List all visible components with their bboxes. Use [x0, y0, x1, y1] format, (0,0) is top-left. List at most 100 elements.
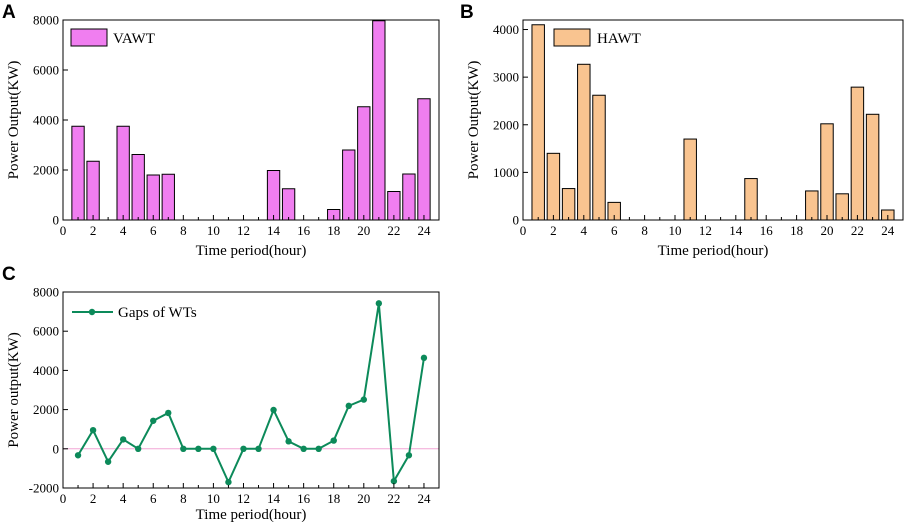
- panel-b: B 0 2 4 6 8 10 12 14 16 18 20 22 2401000200030004000…: [460, 2, 904, 259]
- panel-a-bar-20: [357, 106, 371, 221]
- panel-a-xtick-label-22: 22: [387, 223, 400, 238]
- panel-b-xtick-label-14: 14: [729, 223, 743, 238]
- panel-c-xtick-label-0: 0: [60, 491, 67, 506]
- panel-a-ytick-label-2000: 2000: [33, 163, 59, 178]
- panel-c-ytick-label--2000: -2000: [29, 481, 59, 496]
- panel-c-point-13: [255, 445, 262, 452]
- panel-c-point-18: [330, 437, 337, 444]
- panel-b-xtick-label-0: 0: [520, 223, 527, 238]
- panel-a-xlabel: Time period(hour): [196, 243, 307, 259]
- panel-b-ytick-label-4000: 4000: [493, 22, 519, 37]
- panel-b-xtick-label-24: 24: [881, 223, 895, 238]
- panel-c-xtick-label-16: 16: [297, 491, 311, 506]
- panel-a-bar-24: [417, 98, 431, 221]
- panel-a-legend-label: VAWT: [113, 31, 155, 47]
- panel-c-xtick-label-24: 24: [417, 491, 431, 506]
- panel-b-bar-22: [850, 86, 865, 221]
- panel-a-xtick-label-6: 6: [150, 223, 157, 238]
- panel-a-bar-6: [146, 174, 160, 221]
- panel-c-ylabel: Power output(KW): [6, 332, 22, 447]
- panel-c-legend: Gaps of WTs: [72, 305, 197, 321]
- panel-c-point-2: [89, 426, 97, 434]
- panel-letter-a: A: [2, 2, 16, 23]
- panel-c-xtick-label-12: 12: [237, 491, 250, 506]
- panel-c: C 0 2 4 6 8 10 12 14 16 18 20 22 24-2000020004000600…: [2, 264, 440, 522]
- panel-letter-b: B: [460, 2, 474, 23]
- panel-b-frame: [522, 19, 904, 221]
- panel-a-ytick-label-6000: 6000: [33, 63, 59, 78]
- panel-a-marks: [71, 20, 431, 221]
- panel-b-legend-swatch: [553, 28, 591, 47]
- panel-a-xtick-label-2: 2: [90, 223, 97, 238]
- panel-c-point-12: [240, 445, 247, 452]
- panel-c-ytick-label-4000: 4000: [33, 363, 59, 378]
- panel-c-point-21: [375, 300, 383, 307]
- panel-b-bar-3: [561, 188, 576, 221]
- panel-c-point-3: [104, 458, 112, 465]
- panel-a-xtick-label-0: 0: [60, 223, 67, 238]
- panel-a-ylabel: Power Output(KW): [6, 61, 22, 180]
- panel-a-bar-15: [281, 188, 296, 221]
- panel-b-xtick-label-18: 18: [790, 223, 803, 238]
- panel-c-point-9: [195, 445, 202, 452]
- panel-c-xtick-label-6: 6: [150, 491, 157, 506]
- panel-a-xtick-label-16: 16: [297, 223, 311, 238]
- panel-a-bar-7: [161, 173, 175, 221]
- panel-c-xlabel: Time period(hour): [196, 507, 307, 522]
- panel-c-point-11: [225, 478, 232, 486]
- panel-b-bar-4: [577, 63, 591, 221]
- panel-c-xtick-label-4: 4: [120, 491, 127, 506]
- panel-c-legend-marker: [88, 308, 96, 316]
- panel-a-bar-2: [86, 160, 100, 221]
- panel-a-xtick-label-10: 10: [207, 223, 220, 238]
- panel-c-point-5: [135, 445, 142, 452]
- panel-a-legend-swatch: [70, 28, 108, 47]
- panel-c-point-10: [210, 445, 217, 452]
- panel-b-ytick-label-0: 0: [513, 213, 520, 228]
- panel-c-point-4: [119, 436, 127, 443]
- panel-c-point-8: [180, 445, 187, 452]
- panel-a-bar-14: [266, 170, 281, 221]
- panel-b-legend-label: HAWT: [597, 31, 641, 47]
- panel-b-xlabel: Time period(hour): [658, 243, 769, 259]
- panel-b-xtick-label-12: 12: [699, 223, 712, 238]
- panel-b-xtick-label-10: 10: [669, 223, 682, 238]
- panel-a-bar-5: [131, 154, 145, 221]
- panel-a-legend: VAWT: [70, 28, 155, 47]
- panel-b-xtick-label-4: 4: [581, 223, 588, 238]
- panel-c-point-23: [405, 452, 413, 459]
- panel-a-xtick-label-12: 12: [237, 223, 250, 238]
- panel-b-bar-2: [546, 152, 561, 221]
- panel-b-xtick-label-6: 6: [611, 223, 618, 238]
- panel-c-point-16: [300, 445, 307, 452]
- panel-b-bar-21: [835, 193, 849, 221]
- panel-c-point-7: [165, 409, 172, 417]
- panel-c-point-24: [420, 354, 428, 362]
- panel-letter-c: C: [2, 264, 16, 285]
- panel-a: A 0 2 4 6 8 10 12 14 16 18 20 22 2402000400060008000…: [2, 2, 440, 259]
- panel-b-bar-20: [820, 123, 834, 221]
- panel-c-frame: [62, 291, 440, 489]
- panel-a-xtick-label-24: 24: [417, 223, 431, 238]
- panel-c-point-15: [285, 438, 292, 445]
- panel-b-bar-15: [744, 178, 758, 221]
- panel-c-point-6: [150, 417, 157, 424]
- panel-c-marks: [63, 300, 439, 486]
- panel-b-bar-11: [683, 138, 697, 221]
- panel-c-ytick-label-2000: 2000: [33, 402, 59, 417]
- panel-a-xtick-label-8: 8: [180, 223, 187, 238]
- panel-a-xtick-label-4: 4: [120, 223, 127, 238]
- panel-c-xtick-label-20: 20: [357, 491, 370, 506]
- panel-a-xtick-label-18: 18: [327, 223, 340, 238]
- panel-b-ytick-label-2000: 2000: [493, 117, 519, 132]
- panel-b-xtick-label-2: 2: [550, 223, 557, 238]
- panel-b-ytick-label-1000: 1000: [493, 165, 519, 180]
- panel-a-bar-4: [116, 125, 130, 221]
- panel-b-bar-23: [865, 113, 880, 221]
- panel-a-ytick-label-8000: 8000: [33, 13, 59, 28]
- panel-b-bar-19: [805, 190, 819, 221]
- panel-c-ticks: 0 2 4 6 8 10 12 14 16 18 20 22 24-200002000400060008…: [29, 285, 431, 507]
- panel-b-bar-1: [531, 24, 545, 221]
